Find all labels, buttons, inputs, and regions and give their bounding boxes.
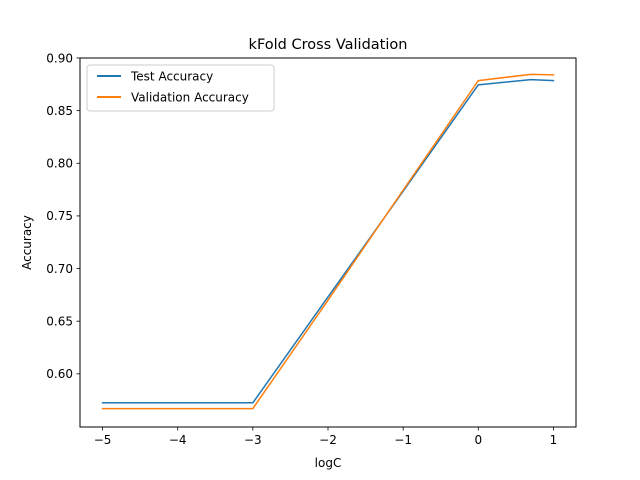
y-tick-label: 0.70: [46, 262, 73, 276]
y-tick-label: 0.60: [46, 367, 73, 381]
legend-box: [86, 64, 275, 112]
x-tick-label: −2: [319, 433, 337, 447]
y-tick-label: 0.80: [46, 157, 73, 171]
x-axis-title: logC: [315, 456, 342, 470]
x-axis: −5 −4 −3 −2 −1 0 1: [94, 427, 558, 447]
y-tick-label: 0.90: [46, 51, 73, 65]
chart-title: kFold Cross Validation: [249, 37, 408, 53]
y-axis-title: Accuracy: [20, 215, 34, 270]
x-tick-label: −3: [244, 433, 262, 447]
x-tick-label: 1: [550, 433, 558, 447]
legend-label-test-accuracy: Test Accuracy: [130, 70, 213, 84]
legend: Test Accuracy Validation Accuracy: [86, 64, 275, 112]
x-tick-label: 0: [474, 433, 482, 447]
x-tick-label: −5: [94, 433, 112, 447]
x-tick-label: −4: [169, 433, 187, 447]
y-tick-label: 0.65: [46, 314, 73, 328]
y-tick-label: 0.75: [46, 209, 73, 223]
y-tick-label: 0.85: [46, 104, 73, 118]
series-line-validation-accuracy: [101, 73, 555, 410]
series-layer: [101, 73, 555, 410]
y-axis: 0.60 0.65 0.70 0.75 0.80 0.85 0.90: [46, 51, 80, 381]
legend-label-validation-accuracy: Validation Accuracy: [131, 91, 249, 105]
x-tick-label: −1: [394, 433, 412, 447]
